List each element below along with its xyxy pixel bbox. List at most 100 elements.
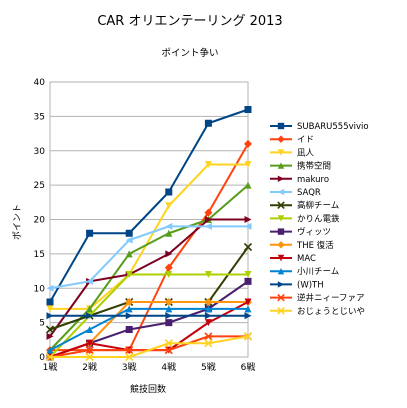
data-point bbox=[204, 339, 213, 348]
data-point bbox=[244, 181, 252, 189]
data-point bbox=[125, 352, 134, 362]
data-point bbox=[125, 236, 133, 244]
data-point bbox=[85, 346, 94, 355]
series-line bbox=[49, 273, 248, 358]
data-point bbox=[165, 271, 173, 278]
y-tick-label: 25 bbox=[34, 181, 45, 191]
data-point bbox=[164, 298, 173, 306]
data-point bbox=[46, 346, 54, 354]
legend-label: 凪人 bbox=[297, 148, 315, 158]
data-point bbox=[46, 312, 54, 320]
data-point bbox=[46, 305, 54, 313]
data-point bbox=[204, 216, 212, 223]
data-point bbox=[277, 228, 285, 235]
data-point bbox=[125, 250, 133, 258]
x-tick-label: 1戦 bbox=[43, 361, 58, 373]
y-tick-label: 15 bbox=[34, 250, 45, 260]
data-point bbox=[277, 241, 285, 249]
data-point bbox=[204, 305, 212, 313]
data-point bbox=[125, 229, 133, 237]
data-point bbox=[277, 135, 285, 143]
legend-label: (W)TH bbox=[297, 280, 324, 290]
legend-label: SAQR bbox=[297, 188, 321, 198]
data-point bbox=[244, 139, 252, 148]
data-point bbox=[277, 281, 285, 288]
data-point bbox=[164, 263, 173, 272]
data-point bbox=[244, 161, 252, 168]
series-line bbox=[50, 335, 249, 358]
y-tick-label: 20 bbox=[34, 216, 46, 226]
legend-label: SUBARU555vivio bbox=[297, 122, 369, 132]
data-point bbox=[204, 161, 212, 168]
legend-label: MAC bbox=[297, 254, 316, 264]
data-point bbox=[277, 215, 285, 222]
data-point bbox=[165, 250, 173, 258]
y-tick-label: 35 bbox=[34, 112, 45, 122]
data-point bbox=[204, 332, 213, 341]
data-point bbox=[277, 162, 285, 169]
data-point bbox=[125, 312, 133, 320]
series-line bbox=[49, 225, 248, 290]
legend-label: かりん電鉄 bbox=[297, 213, 340, 224]
data-point bbox=[204, 312, 212, 320]
legend-label: 逆井ニィーファア bbox=[297, 293, 365, 304]
data-point bbox=[125, 346, 134, 355]
data-point bbox=[125, 305, 133, 313]
data-point bbox=[46, 284, 54, 292]
series-line bbox=[49, 218, 248, 337]
data-point bbox=[45, 352, 55, 362]
data-point bbox=[125, 326, 133, 333]
data-point bbox=[277, 122, 285, 130]
data-point bbox=[45, 325, 55, 334]
data-point bbox=[165, 229, 173, 237]
data-point bbox=[277, 188, 285, 196]
data-point bbox=[277, 268, 285, 275]
x-axis-title: 競技回数 bbox=[130, 383, 166, 395]
legend-label: makuro bbox=[297, 175, 329, 185]
y-tick-label: 10 bbox=[34, 284, 46, 294]
data-point bbox=[244, 271, 252, 278]
data-point bbox=[165, 312, 173, 320]
x-tick-label: 5戦 bbox=[201, 361, 216, 373]
y-tick-label: 0 bbox=[39, 353, 45, 363]
data-point bbox=[86, 277, 94, 285]
data-point bbox=[244, 222, 252, 230]
data-point bbox=[204, 298, 213, 306]
data-point bbox=[164, 339, 173, 348]
series-line bbox=[49, 307, 248, 352]
legend-label: ヴィッツ bbox=[297, 227, 331, 238]
data-point bbox=[165, 222, 173, 230]
data-point bbox=[86, 339, 94, 347]
legend-label: 高柳チーム bbox=[297, 200, 339, 211]
data-point bbox=[243, 332, 253, 341]
data-point bbox=[277, 307, 285, 315]
data-point bbox=[244, 305, 252, 313]
x-tick-label: 3戦 bbox=[122, 361, 137, 373]
data-point bbox=[165, 305, 173, 313]
data-point bbox=[85, 352, 94, 362]
data-point bbox=[86, 229, 94, 237]
data-point bbox=[244, 216, 252, 223]
data-point bbox=[244, 298, 252, 306]
legend-label: イド bbox=[297, 135, 314, 145]
data-point bbox=[277, 293, 285, 302]
x-tick-label: 2戦 bbox=[82, 361, 97, 373]
data-point bbox=[86, 312, 94, 320]
data-point bbox=[86, 326, 94, 333]
data-point bbox=[86, 305, 94, 313]
data-point bbox=[125, 271, 133, 278]
data-point bbox=[204, 271, 212, 278]
data-point bbox=[46, 332, 54, 340]
data-point bbox=[244, 312, 252, 320]
data-point bbox=[204, 119, 212, 127]
data-point bbox=[244, 277, 252, 285]
chart-subtitle: ポイント争い bbox=[161, 47, 218, 59]
legend-label: おじょうとじいや bbox=[297, 307, 365, 317]
data-point bbox=[243, 242, 253, 252]
legend-label: 小川チーム bbox=[297, 266, 339, 277]
y-tick-label: 40 bbox=[34, 78, 46, 88]
y-axis-title: ポイント bbox=[12, 204, 23, 240]
data-point bbox=[204, 319, 212, 327]
